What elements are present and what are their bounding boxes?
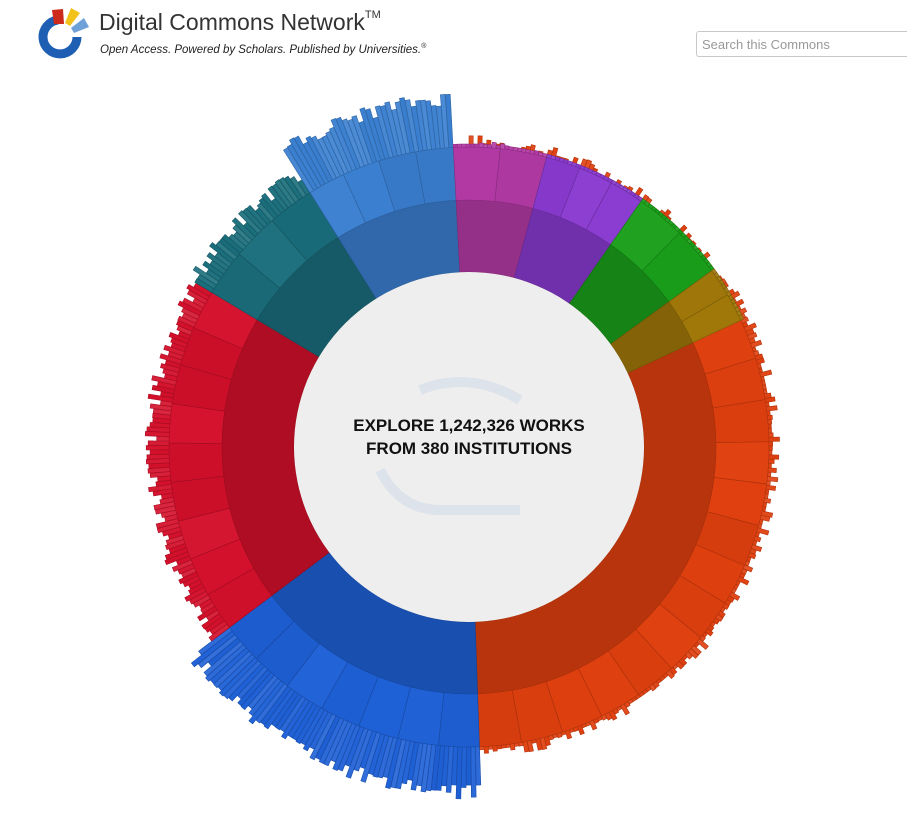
field-segment[interactable]	[767, 467, 777, 473]
field-segment[interactable]	[500, 143, 506, 150]
field-segment[interactable]	[491, 142, 497, 149]
field-segment[interactable]	[525, 149, 531, 154]
field-segment[interactable]	[457, 143, 462, 148]
field-segment[interactable]	[757, 363, 762, 369]
field-segment[interactable]	[767, 419, 773, 425]
sub-discipline-segment[interactable]	[168, 442, 225, 483]
sunburst-segments[interactable]	[144, 93, 780, 800]
field-segment[interactable]	[482, 144, 488, 148]
field-segment[interactable]	[470, 143, 475, 148]
field-segment[interactable]	[768, 441, 773, 447]
field-segment[interactable]	[521, 148, 527, 153]
field-segment[interactable]	[537, 151, 544, 157]
field-segment[interactable]	[768, 454, 780, 460]
field-segment[interactable]	[764, 493, 769, 499]
field-segment[interactable]	[762, 502, 768, 508]
tagline-text: Open Access. Powered by Scholars. Publis…	[100, 43, 422, 56]
field-segment[interactable]	[479, 746, 485, 751]
field-segment[interactable]	[505, 743, 511, 749]
field-segment[interactable]	[508, 146, 514, 151]
field-segment[interactable]	[765, 489, 770, 495]
field-segment[interactable]	[145, 445, 170, 451]
discipline-sunburst-chart[interactable]: EXPLORE 1,242,326 WORKS FROM 380 INSTITU…	[0, 70, 909, 819]
field-segment[interactable]	[501, 744, 507, 749]
field-segment[interactable]	[147, 440, 170, 446]
field-segment[interactable]	[768, 428, 772, 434]
field-segment[interactable]	[738, 314, 744, 321]
registered-mark: ®	[421, 43, 427, 50]
site-title[interactable]: Digital Commons NetworkTM	[99, 9, 381, 36]
field-segment[interactable]	[531, 739, 537, 744]
site-title-text: Digital Commons Network	[99, 9, 365, 35]
field-segment[interactable]	[767, 463, 772, 469]
watermark-icon	[375, 377, 523, 515]
field-segment[interactable]	[766, 480, 771, 486]
site-header: Digital Commons NetworkTM Open Access. P…	[0, 0, 909, 70]
field-segment[interactable]	[149, 449, 170, 455]
field-segment[interactable]	[492, 745, 498, 752]
field-segment[interactable]	[504, 145, 510, 150]
center-hub[interactable]	[294, 272, 644, 622]
site-tagline: Open Access. Powered by Scholars. Publis…	[100, 43, 426, 56]
field-segment[interactable]	[765, 401, 770, 408]
field-segment[interactable]	[478, 142, 484, 148]
field-segment[interactable]	[761, 506, 767, 512]
field-segment[interactable]	[495, 144, 501, 149]
field-segment[interactable]	[475, 746, 482, 786]
field-segment[interactable]	[483, 746, 489, 754]
trademark-mark: TM	[364, 9, 381, 22]
field-segment[interactable]	[487, 144, 493, 149]
field-segment[interactable]	[762, 384, 767, 390]
field-segment[interactable]	[474, 143, 480, 148]
field-segment[interactable]	[768, 432, 774, 438]
field-segment[interactable]	[767, 414, 773, 421]
center-line-2[interactable]: FROM 380 INSTITUTIONS	[366, 439, 572, 458]
field-segment[interactable]	[156, 436, 170, 442]
field-segment[interactable]	[556, 732, 563, 739]
field-segment[interactable]	[757, 523, 763, 529]
field-segment[interactable]	[760, 376, 765, 382]
field-segment[interactable]	[768, 450, 773, 455]
field-segment[interactable]	[767, 471, 772, 477]
search-input[interactable]	[696, 31, 907, 57]
sub-discipline-segment[interactable]	[438, 692, 480, 748]
field-segment[interactable]	[470, 746, 477, 798]
field-segment[interactable]	[488, 745, 494, 750]
field-segment[interactable]	[512, 146, 518, 152]
field-segment[interactable]	[546, 153, 552, 159]
field-segment[interactable]	[461, 143, 467, 148]
field-segment[interactable]	[518, 741, 524, 747]
field-segment[interactable]	[516, 147, 523, 152]
field-segment[interactable]	[509, 743, 516, 751]
field-segment[interactable]	[465, 143, 471, 148]
field-segment[interactable]	[767, 423, 772, 429]
field-segment[interactable]	[146, 453, 170, 460]
center-line-1[interactable]: EXPLORE 1,242,326 WORKS	[353, 416, 584, 435]
field-segment[interactable]	[761, 380, 766, 386]
field-segment[interactable]	[768, 445, 773, 451]
field-segment[interactable]	[763, 388, 768, 395]
field-segment[interactable]	[768, 436, 780, 442]
field-segment[interactable]	[758, 519, 764, 525]
sub-discipline-segment[interactable]	[713, 441, 770, 485]
field-segment[interactable]	[529, 149, 535, 155]
field-segment[interactable]	[145, 458, 170, 465]
field-segment[interactable]	[768, 458, 775, 464]
field-segment[interactable]	[452, 143, 458, 148]
digital-commons-logo-icon[interactable]	[36, 6, 92, 62]
sub-discipline-segment[interactable]	[452, 146, 501, 202]
field-segment[interactable]	[758, 367, 763, 373]
field-segment[interactable]	[514, 742, 520, 747]
field-segment[interactable]	[766, 410, 771, 416]
field-segment[interactable]	[496, 744, 502, 750]
field-segment[interactable]	[466, 746, 472, 786]
field-segment[interactable]	[542, 152, 548, 158]
